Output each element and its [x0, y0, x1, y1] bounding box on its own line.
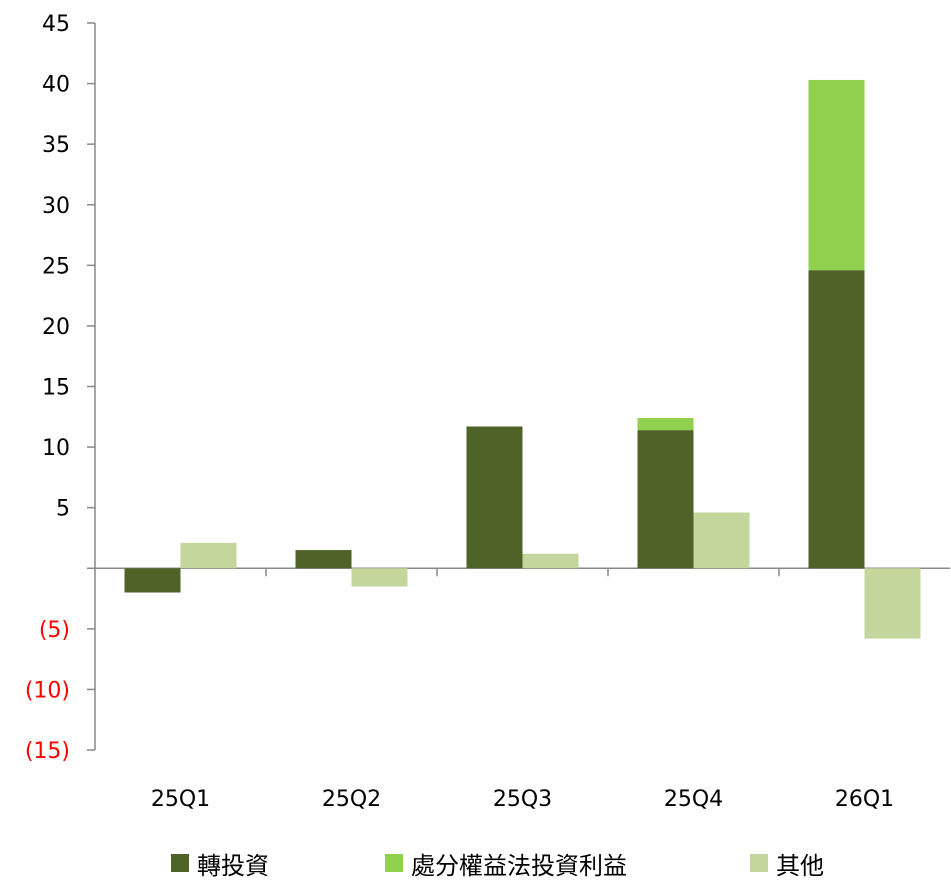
bar-26Q1-series-1 — [808, 79, 865, 271]
y-tick-label: 30 — [42, 194, 70, 219]
x-tick-label: 25Q3 — [493, 787, 552, 812]
y-tick-label: 35 — [42, 133, 70, 158]
chart-legend: 轉投資 處分權益法投資利益 其他 — [0, 846, 951, 880]
bar-25Q4-series-2 — [693, 512, 750, 569]
y-tick-label: (5) — [39, 618, 70, 643]
y-tick-label: 45 — [42, 12, 70, 37]
x-tick-label: 25Q4 — [664, 787, 723, 812]
y-tick-labels: 45 40 35 30 25 20 15 10 5 (5) (10) (15) — [25, 12, 70, 764]
y-tick-label: (15) — [25, 739, 70, 764]
bar-25Q1-series-0 — [124, 568, 181, 593]
y-tick-label: (10) — [25, 678, 70, 703]
legend-label-disposal-gain: 處分權益法投資利益 — [411, 851, 627, 880]
bar-25Q3-series-2 — [522, 553, 579, 569]
bar-25Q2-series-2 — [351, 568, 408, 587]
legend-swatch-investment — [171, 854, 189, 872]
x-tick-label: 25Q1 — [151, 787, 210, 812]
y-tick-label: 20 — [42, 315, 70, 340]
legend-item-other: 其他 — [750, 846, 824, 880]
legend-item-investment: 轉投資 — [171, 846, 269, 880]
x-tick-labels: 25Q1 25Q2 25Q3 25Q4 26Q1 — [151, 787, 894, 812]
bar-26Q1-series-0 — [808, 270, 865, 569]
bar-26Q1-series-2 — [864, 568, 921, 639]
x-tick-label: 25Q2 — [322, 787, 381, 812]
legend-swatch-disposal-gain — [385, 854, 403, 872]
chart-bars — [124, 79, 921, 639]
y-tick-label: 40 — [42, 73, 70, 98]
bar-25Q2-series-0 — [295, 550, 352, 569]
y-tick-label: 10 — [42, 436, 70, 461]
bar-25Q3-series-0 — [466, 426, 523, 569]
x-tick-label: 26Q1 — [835, 787, 894, 812]
bar-25Q4-series-0 — [637, 430, 694, 569]
bar-25Q4-series-1 — [637, 418, 694, 431]
y-tick-label: 5 — [56, 497, 70, 522]
legend-item-disposal-gain: 處分權益法投資利益 — [385, 846, 627, 880]
bar-25Q1-series-2 — [180, 542, 237, 569]
legend-label-investment: 轉投資 — [197, 851, 269, 880]
y-tick-label: 25 — [42, 254, 70, 279]
y-tick-label: 15 — [42, 376, 70, 401]
legend-label-other: 其他 — [776, 851, 824, 880]
legend-swatch-other — [750, 854, 768, 872]
